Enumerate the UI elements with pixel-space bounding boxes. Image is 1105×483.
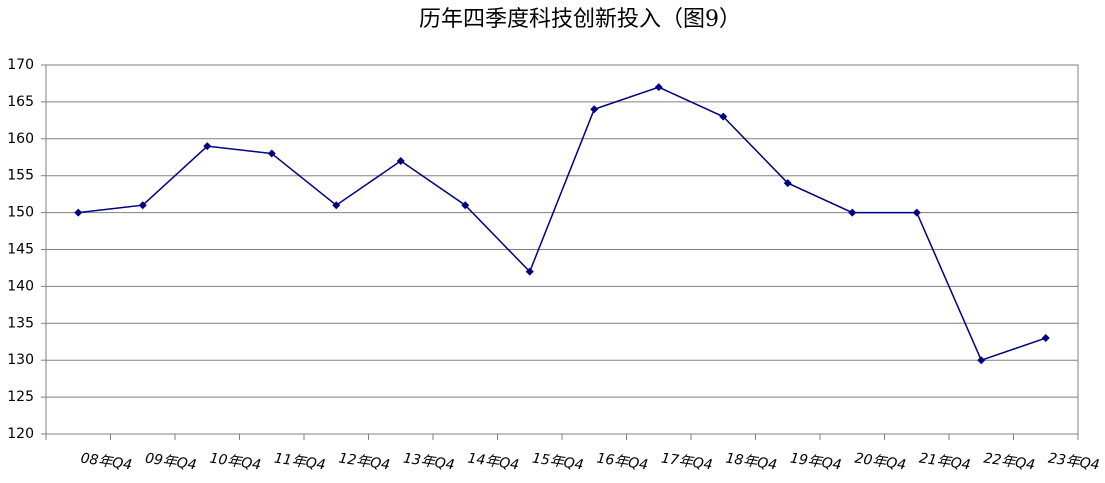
marker: [138, 201, 147, 210]
x-tick-label: 08年Q4: [80, 450, 133, 473]
x-tick-label: 12年Q4: [338, 450, 391, 473]
x-tick-label: 17年Q4: [660, 450, 713, 473]
y-tick-label: 120: [7, 426, 34, 442]
x-tick-label: 14年Q4: [467, 450, 520, 473]
marker: [525, 267, 534, 276]
marker: [977, 356, 986, 365]
x-tick-label: 23年Q4: [1047, 450, 1100, 473]
y-tick-label: 130: [7, 352, 34, 368]
x-tick-label: 13年Q4: [402, 450, 455, 473]
y-tick-label: 145: [7, 242, 34, 258]
x-tick-label: 20年Q4: [854, 450, 907, 473]
y-tick-label: 170: [7, 57, 34, 73]
marker: [590, 105, 599, 114]
marker: [461, 201, 470, 210]
marker: [719, 112, 728, 121]
x-tick-label: 10年Q4: [209, 450, 262, 473]
y-tick-label: 140: [7, 278, 34, 294]
marker: [396, 156, 405, 165]
marker: [332, 201, 341, 210]
chart-title: 历年四季度科技创新投入（图9）: [419, 7, 741, 32]
x-tick-label: 18年Q4: [725, 450, 778, 473]
marker: [654, 83, 663, 92]
marker: [783, 179, 792, 188]
marker: [1041, 334, 1050, 343]
y-tick-label: 160: [7, 131, 34, 147]
series-line: [78, 86, 1046, 362]
marker: [912, 208, 921, 217]
marker: [848, 208, 857, 217]
y-tick-label: 135: [7, 315, 34, 331]
y-tick-label: 150: [7, 205, 34, 221]
y-tick-label: 165: [7, 94, 34, 110]
marker: [267, 149, 276, 158]
y-tick-label: 155: [7, 168, 34, 184]
x-tick-label: 22年Q4: [983, 450, 1036, 473]
x-tick-label: 19年Q4: [789, 450, 842, 473]
x-tick-label: 11年Q4: [273, 450, 326, 473]
x-tick-label: 21年Q4: [918, 450, 971, 473]
marker: [203, 142, 212, 151]
y-tick-label: 125: [7, 389, 34, 405]
marker: [74, 208, 83, 217]
x-tick-label: 15年Q4: [531, 450, 584, 473]
x-tick-label: 16年Q4: [596, 450, 649, 473]
x-tick-label: 09年Q4: [144, 450, 197, 473]
